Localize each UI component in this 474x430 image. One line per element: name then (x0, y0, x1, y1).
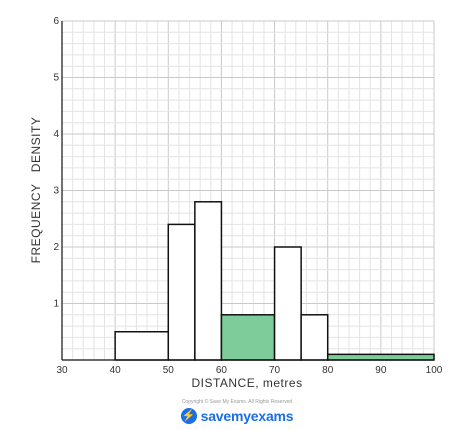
histogram-bar (326, 353, 435, 361)
axes (61, 21, 434, 361)
copyright-text: Copyright © Save My Exams. All Rights Re… (181, 399, 293, 405)
histogram-bar (167, 223, 196, 361)
brand-name: savemyexams (200, 408, 294, 424)
x-tick-labels: 30 40 50 60 70 80 90 100 (56, 365, 442, 376)
y-tick-labels: 1 2 3 4 5 6 (53, 16, 59, 310)
y-axis-label: FREQUENCY DENSITY (29, 117, 43, 264)
histogram-bar (300, 314, 329, 361)
x-tick-label: 70 (269, 365, 281, 376)
bars (114, 201, 435, 361)
x-axis-label: DISTANCE, metres (191, 376, 302, 390)
gridlines (61, 20, 435, 361)
x-tick-label: 60 (216, 365, 228, 376)
y-tick-label: 2 (53, 242, 59, 253)
histogram-bar (273, 246, 302, 361)
y-tick-label: 3 (53, 186, 59, 197)
y-tick-label: 5 (53, 73, 59, 84)
x-tick-label: 90 (375, 365, 387, 376)
x-tick-label: 50 (163, 365, 175, 376)
brand-logo: ⚡ savemyexams (0, 406, 474, 426)
y-tick-label: 1 (53, 299, 59, 310)
x-tick-label: 80 (322, 365, 334, 376)
x-tick-label: 40 (110, 365, 122, 376)
histogram-bar (194, 201, 223, 361)
y-tick-label: 4 (53, 129, 59, 140)
histogram-bar (220, 314, 276, 361)
lightning-bolt-icon: ⚡ (180, 408, 197, 424)
histogram-bar (114, 331, 170, 361)
x-tick-label: 30 (56, 365, 68, 376)
x-tick-label: 100 (426, 365, 443, 376)
y-tick-label: 6 (53, 16, 59, 27)
